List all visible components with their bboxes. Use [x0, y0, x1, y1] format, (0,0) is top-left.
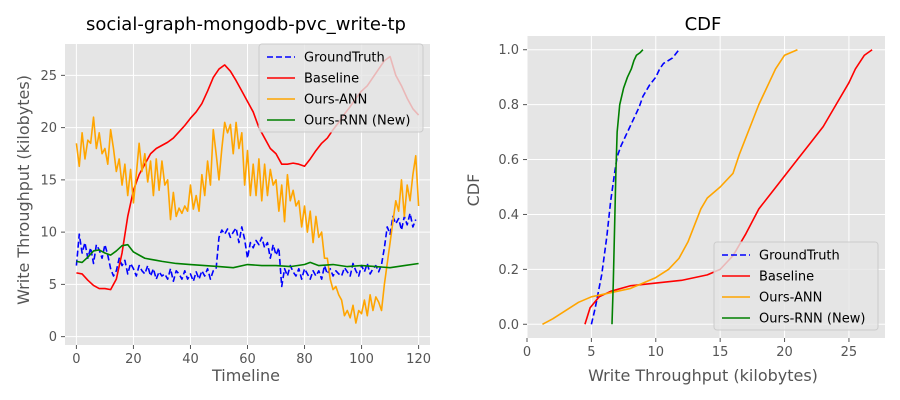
series-line-groundtruth — [590, 49, 680, 325]
x-tick-label: 10 — [648, 345, 665, 360]
y-tick-label: 0.6 — [498, 153, 519, 168]
x-tick-label: 15 — [712, 345, 729, 360]
legend-entry-label: Ours-RNN (New) — [304, 114, 410, 129]
legend-box — [713, 241, 879, 331]
x-tick-label: 20 — [125, 352, 142, 367]
x-tick-label: 20 — [776, 345, 793, 360]
line-chart-panel: social-graph-mongodb-pvc_write-tp Timeli… — [14, 14, 431, 385]
x-tick-label: 0 — [523, 345, 531, 360]
y-tick-label: 0.2 — [498, 263, 519, 278]
chart-title: CDF — [685, 14, 722, 35]
y-tick-label: 25 — [40, 69, 57, 84]
y-tick-label: 0.4 — [498, 208, 519, 223]
y-tick-label: 1.0 — [498, 43, 519, 58]
x-tick-label: 5 — [587, 345, 595, 360]
series-line-groundtruth — [75, 212, 417, 288]
series-line-ours-ann — [75, 116, 420, 324]
legend-entry-label: Baseline — [759, 270, 814, 285]
y-tick-label: 10 — [40, 226, 57, 241]
x-tick-label: 0 — [72, 352, 80, 367]
y-tick-label: 0 — [49, 330, 57, 345]
series-line-ours-ann — [542, 48, 798, 325]
x-axis-label: Write Throughput (kilobytes) — [588, 366, 818, 385]
y-tick-label: 15 — [40, 173, 57, 188]
y-axis-label: Write Throughput (kilobytes) — [14, 75, 33, 305]
legend-entry-label: GroundTruth — [304, 51, 385, 66]
x-tick-label: 40 — [182, 352, 199, 367]
legend: GroundTruth Baseline Ours-ANN Ours-RNN (New… — [258, 43, 424, 133]
x-tick-label: 100 — [349, 352, 374, 367]
legend-entry-label: Ours-RNN (New) — [759, 312, 865, 327]
chart-title: social-graph-mongodb-pvc_write-tp — [86, 14, 406, 35]
x-tick-label: 25 — [841, 345, 858, 360]
cdf-chart-panel: CDF Write Throughput (kilobytes) CDF 0 5 1… — [464, 14, 885, 385]
y-tick-label: 5 — [49, 278, 57, 293]
legend-entry-label: GroundTruth — [759, 249, 840, 264]
y-tick-label: 0.0 — [498, 318, 519, 333]
y-axis-label: CDF — [464, 174, 483, 207]
series-line-baseline — [584, 49, 873, 325]
legend-box — [258, 43, 424, 133]
x-tick-label: 120 — [406, 352, 431, 367]
y-tick-label: 20 — [40, 121, 57, 136]
x-tick-label: 60 — [239, 352, 256, 367]
x-axis-label: Timeline — [211, 366, 280, 385]
series-line-ours-rnn-new — [611, 49, 644, 325]
legend-entry-label: Ours-ANN — [759, 291, 822, 306]
legend: GroundTruth Baseline Ours-ANN Ours-RNN (New… — [713, 241, 879, 331]
legend-entry-label: Baseline — [304, 72, 359, 87]
legend-entry-label: Ours-ANN — [304, 93, 367, 108]
series-line-ours-rnn-new — [76, 243, 419, 269]
y-tick-label: 0.8 — [498, 98, 519, 113]
x-tick-label: 80 — [296, 352, 313, 367]
